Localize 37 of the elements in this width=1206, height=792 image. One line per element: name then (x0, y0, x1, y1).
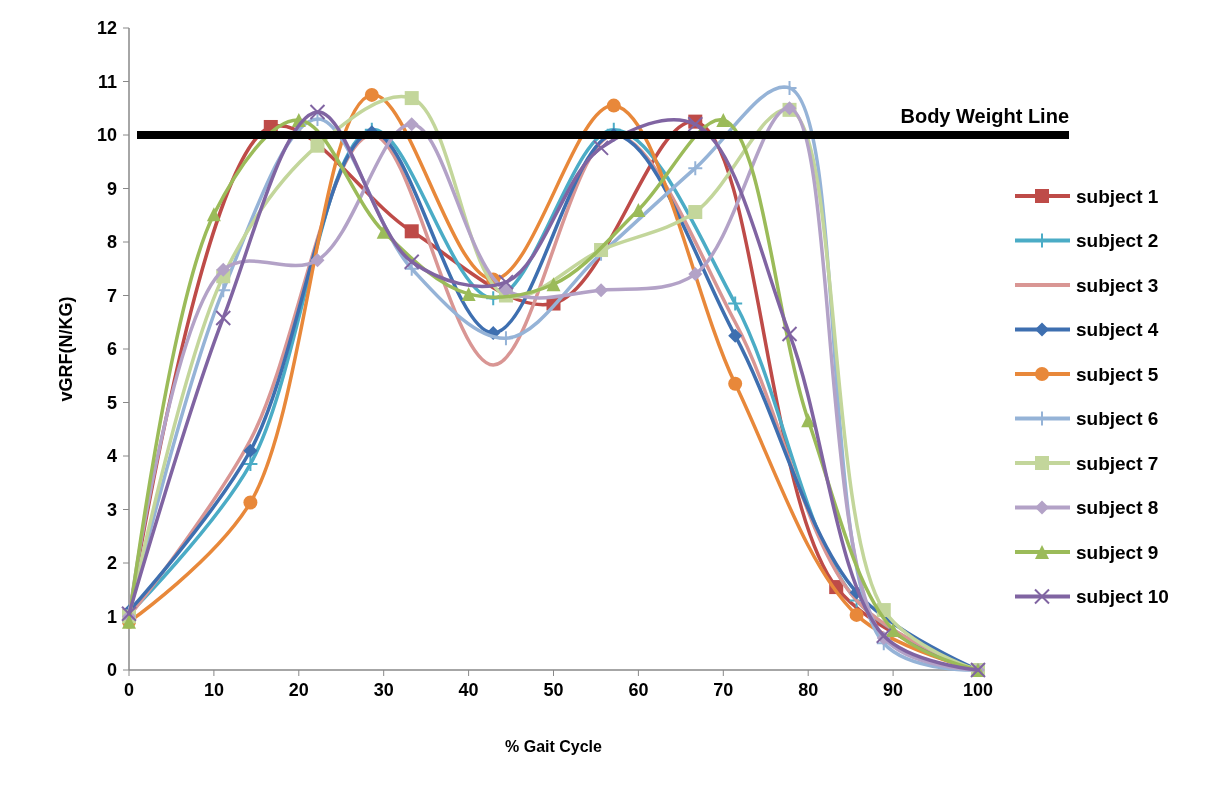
legend-label: subject 1 (1076, 185, 1159, 207)
y-tick-label: 6 (106, 339, 117, 360)
legend-label: subject 8 (1076, 497, 1159, 519)
y-tick-label: 2 (106, 553, 117, 574)
x-tick-label: 90 (883, 680, 904, 700)
x-tick-label: 40 (458, 680, 479, 700)
y-tick-label: 12 (96, 18, 117, 39)
x-tick-label: 100 (962, 680, 994, 700)
x-tick-label: 80 (798, 680, 819, 700)
y-tick-label: 7 (106, 285, 117, 306)
y-tick-label: 1 (106, 606, 117, 627)
x-tick-label: 70 (713, 680, 734, 700)
y-tick-label: 10 (96, 125, 117, 146)
x-tick-label: 20 (288, 680, 309, 700)
legend-label: subject 3 (1076, 274, 1159, 296)
x-tick-label: 50 (543, 680, 564, 700)
x-tick-label: 0 (123, 680, 135, 700)
y-tick-label: 5 (106, 392, 117, 413)
legend-label: subject 9 (1076, 541, 1159, 563)
legend-label: subject 7 (1076, 452, 1159, 474)
ref-line-label: Body Weight Line (900, 105, 1069, 127)
y-tick-label: 4 (106, 446, 117, 467)
x-tick-label: 10 (203, 680, 224, 700)
y-tick-label: 9 (106, 178, 117, 199)
y-axis-title: vGRF(N/KG) (56, 296, 76, 402)
legend-label: subject 2 (1076, 230, 1159, 252)
y-tick-label: 3 (106, 499, 117, 520)
legend-label: subject 10 (1076, 586, 1169, 608)
x-tick-label: 30 (373, 680, 394, 700)
y-tick-label: 0 (106, 660, 117, 681)
y-tick-label: 11 (97, 71, 117, 92)
legend-label: subject 4 (1076, 319, 1159, 341)
x-axis-title: % Gait Cycle (505, 738, 603, 755)
x-tick-label: 60 (628, 680, 649, 700)
y-tick-label: 8 (106, 232, 117, 253)
legend-label: subject 5 (1076, 363, 1159, 385)
legend-label: subject 6 (1076, 408, 1159, 430)
